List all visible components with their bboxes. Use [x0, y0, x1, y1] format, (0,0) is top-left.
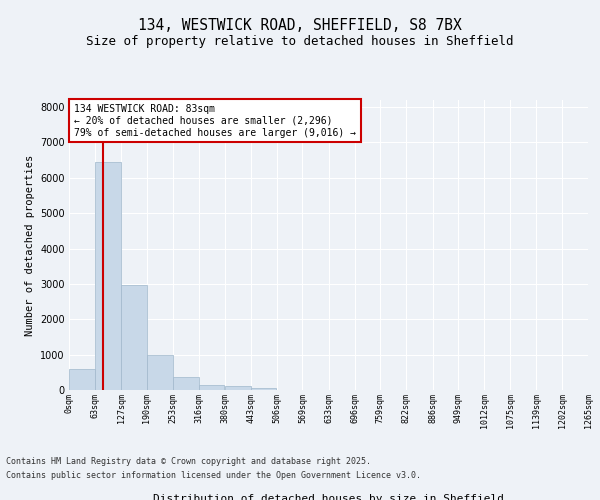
Y-axis label: Number of detached properties: Number of detached properties [25, 154, 35, 336]
Bar [199, 384, 224, 390]
Bar [95, 162, 121, 390]
Bar [69, 369, 95, 390]
Text: 134, WESTWICK ROAD, SHEFFIELD, S8 7BX: 134, WESTWICK ROAD, SHEFFIELD, S8 7BX [138, 18, 462, 32]
Bar [173, 377, 199, 390]
Text: Size of property relative to detached houses in Sheffield: Size of property relative to detached ho… [86, 35, 514, 48]
Bar [121, 285, 147, 390]
Bar [251, 388, 277, 390]
Text: Contains HM Land Registry data © Crown copyright and database right 2025.: Contains HM Land Registry data © Crown c… [6, 458, 371, 466]
Bar [147, 354, 173, 390]
Text: 134 WESTWICK ROAD: 83sqm
← 20% of detached houses are smaller (2,296)
79% of sem: 134 WESTWICK ROAD: 83sqm ← 20% of detach… [74, 104, 356, 138]
Bar [225, 386, 251, 390]
Text: Contains public sector information licensed under the Open Government Licence v3: Contains public sector information licen… [6, 471, 421, 480]
X-axis label: Distribution of detached houses by size in Sheffield: Distribution of detached houses by size … [153, 494, 504, 500]
